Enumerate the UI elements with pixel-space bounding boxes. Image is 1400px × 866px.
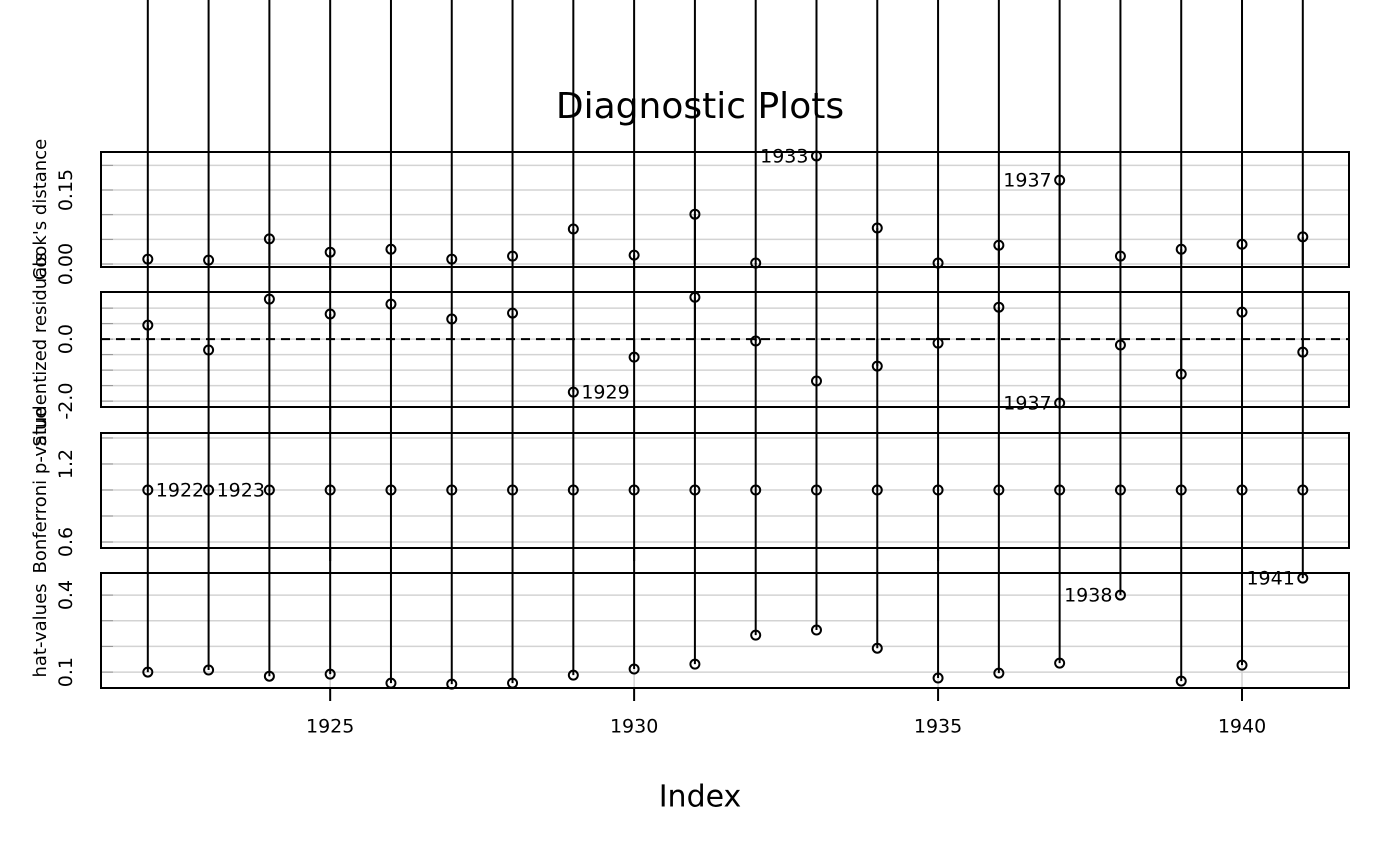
point <box>689 658 701 670</box>
y-tick-label: 0.4 <box>55 580 77 610</box>
point <box>567 669 579 681</box>
y-axis-title: Bonferroni p-value <box>30 407 51 573</box>
x-tick-label: 1925 <box>306 716 354 738</box>
x-tick-label: 1940 <box>1218 716 1266 738</box>
point-label: 1941 <box>1246 568 1294 590</box>
y-axis-title: Studentized residuals <box>30 252 51 446</box>
point-label: 1922 <box>156 479 204 501</box>
y-axis-title: hat-values <box>30 583 51 677</box>
point-label: 1933 <box>760 145 808 167</box>
point <box>750 629 762 641</box>
x-tick-label: 1935 <box>914 716 962 738</box>
y-tick-label: 1.2 <box>55 449 77 479</box>
point <box>1236 659 1248 671</box>
point-label: 1937 <box>1003 392 1051 414</box>
chart-title: Diagnostic Plots <box>556 86 844 127</box>
point <box>1175 675 1187 687</box>
point <box>871 642 883 654</box>
point <box>203 664 215 676</box>
point <box>1114 589 1126 601</box>
y-tick-label: 0.1 <box>55 657 77 687</box>
y-tick-label: 0.00 <box>55 243 77 285</box>
point <box>263 670 275 682</box>
point <box>810 624 822 636</box>
y-tick-label: 0.0 <box>55 324 77 354</box>
plot-frame <box>100 151 1350 268</box>
x-tick-label: 1930 <box>610 716 658 738</box>
x-axis-title: Index <box>659 780 742 815</box>
plot-frame <box>100 291 1350 408</box>
point <box>628 663 640 675</box>
y-tick-label: 0.15 <box>55 169 77 211</box>
y-axis-title: Cook's distance <box>30 139 51 280</box>
point <box>932 672 944 684</box>
plot-frame <box>100 432 1350 549</box>
y-tick-label: -2.0 <box>55 383 77 420</box>
point-label: 1937 <box>1003 170 1051 192</box>
point-label: 1923 <box>217 479 265 501</box>
point <box>324 668 336 680</box>
point <box>1054 657 1066 669</box>
point <box>142 666 154 678</box>
y-tick-label: 0.6 <box>55 527 77 557</box>
plot-frame <box>100 572 1350 689</box>
point-label: 1929 <box>581 382 629 404</box>
point-label: 1938 <box>1064 585 1112 607</box>
point <box>993 667 1005 679</box>
